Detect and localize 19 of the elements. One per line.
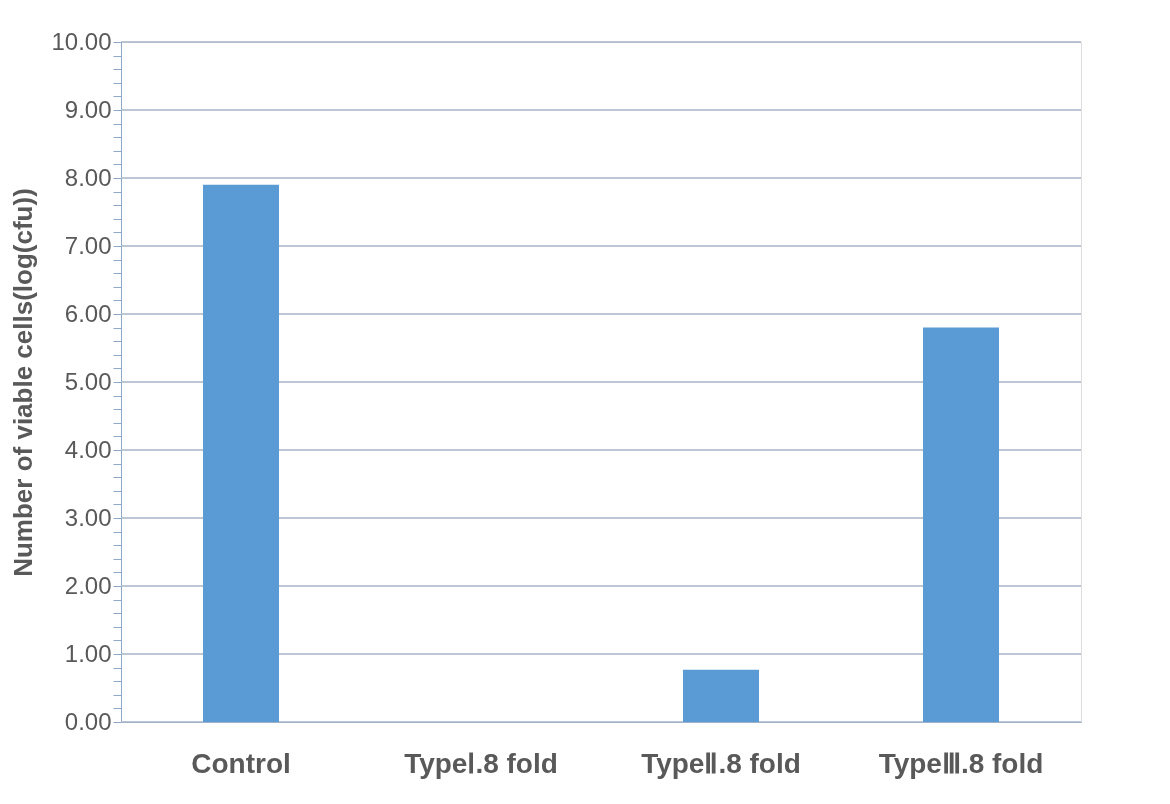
bar [203,184,279,722]
x-tick-label: TypeⅠ.8 fold [404,747,558,779]
x-tick-label: TypeⅡ.8 fold [641,747,801,779]
y-axis-title: Number of viable cells(log(cfu)) [8,188,39,577]
y-tick-label: 6.00 [64,299,112,327]
x-tick-label: TypeⅢ.8 fold [878,747,1044,779]
y-tick-label: 7.00 [64,231,112,259]
y-tick-label: 5.00 [64,367,112,395]
bar [923,327,999,722]
x-tick-label: Control [191,747,291,779]
y-tick-label: 4.00 [64,435,112,463]
bar [683,669,759,722]
y-tick-label: 10.00 [51,27,112,55]
y-tick-label: 0.00 [64,707,112,735]
y-tick-label: 1.00 [64,639,112,667]
y-tick-label: 2.00 [64,571,112,599]
y-tick-label: 8.00 [64,163,112,191]
y-tick-label: 3.00 [64,503,112,531]
y-tick-label: 9.00 [64,95,112,123]
